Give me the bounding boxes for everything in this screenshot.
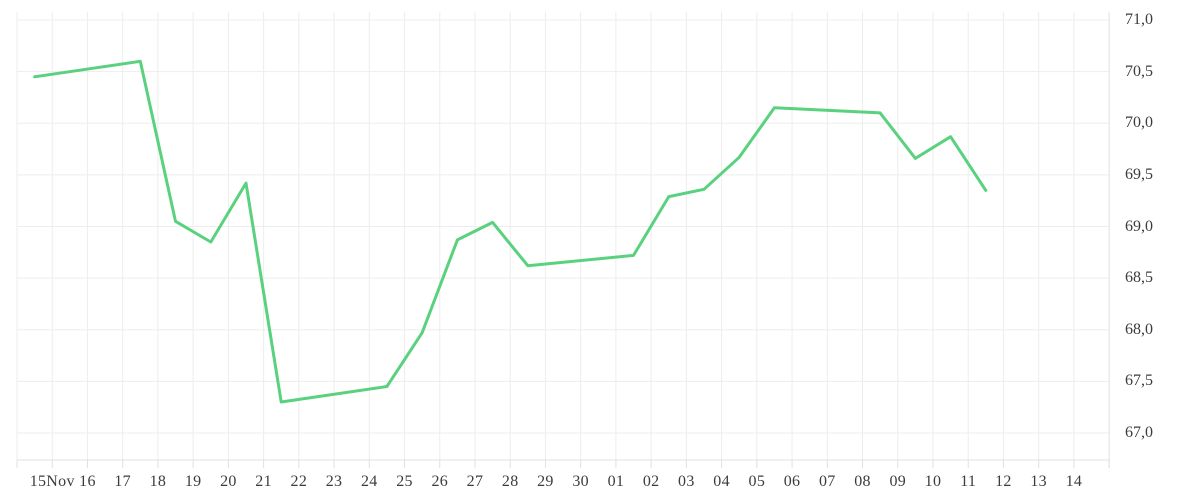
x-axis-tick-label: 09 <box>889 473 907 490</box>
x-axis-tick-label: 08 <box>854 473 871 490</box>
x-axis-tick-label: 27 <box>466 473 484 490</box>
x-axis-tick-label: 07 <box>818 473 836 490</box>
x-axis-tick-label: 20 <box>220 473 237 490</box>
y-axis-tick-label: 67,5 <box>1125 372 1153 390</box>
x-axis-tick-label: 29 <box>537 473 554 490</box>
x-axis-tick-label: 30 <box>572 473 589 490</box>
x-axis-tick-label: 21 <box>255 473 272 490</box>
x-axis-tick-label: 25 <box>396 473 413 490</box>
x-axis-tick-label: 23 <box>325 473 343 490</box>
x-axis-tick-label: 03 <box>678 473 695 490</box>
y-axis-tick-label: 70,0 <box>1125 114 1153 132</box>
x-axis-tick-label: 18 <box>149 473 167 490</box>
x-axis-tick-label: 17 <box>114 473 131 490</box>
x-axis-tick-label: 26 <box>431 473 449 490</box>
y-axis-tick-label: 67,0 <box>1125 424 1153 441</box>
horizontal-gridlines <box>17 19 1110 434</box>
x-axis-tick-label: 02 <box>642 473 660 490</box>
x-axis-tick-label: 04 <box>713 473 730 490</box>
x-axis-tick-label: 10 <box>924 473 942 490</box>
axis-lines <box>17 12 1110 468</box>
x-axis-tick-label: 19 <box>184 473 202 490</box>
x-axis-tick-label: 12 <box>995 473 1012 490</box>
y-axis-tick-label: 68,5 <box>1125 269 1153 287</box>
x-axis-tick-label: 28 <box>501 473 519 490</box>
x-axis-ticks <box>16 460 1110 468</box>
x-axis-tick-label: 05 <box>748 473 766 490</box>
x-axis-tick-label: 14 <box>1065 473 1083 490</box>
x-axis-tick-label: 01 <box>607 473 625 490</box>
x-axis-tick-label: 16 <box>79 473 96 490</box>
x-axis-tick-label: 24 <box>360 473 378 490</box>
y-axis-tick-label: 69,5 <box>1125 165 1153 183</box>
x-axis-tick-label: 06 <box>783 473 801 490</box>
x-axis-tick-label: 11 <box>960 473 977 490</box>
y-axis-tick-label: 71,0 <box>1125 11 1153 28</box>
vertical-gridlines <box>16 12 1075 460</box>
x-axis-tick-label: 15Nov <box>29 473 75 490</box>
x-axis-tick-label: 13 <box>1030 473 1047 490</box>
y-axis-tick-label: 68,0 <box>1125 320 1153 338</box>
y-axis-tick-label: 70,5 <box>1125 62 1153 80</box>
price-line-series <box>33 59 988 404</box>
y-axis-tick-label: 69,0 <box>1125 217 1153 235</box>
x-axis-tick-label: 22 <box>290 473 308 490</box>
